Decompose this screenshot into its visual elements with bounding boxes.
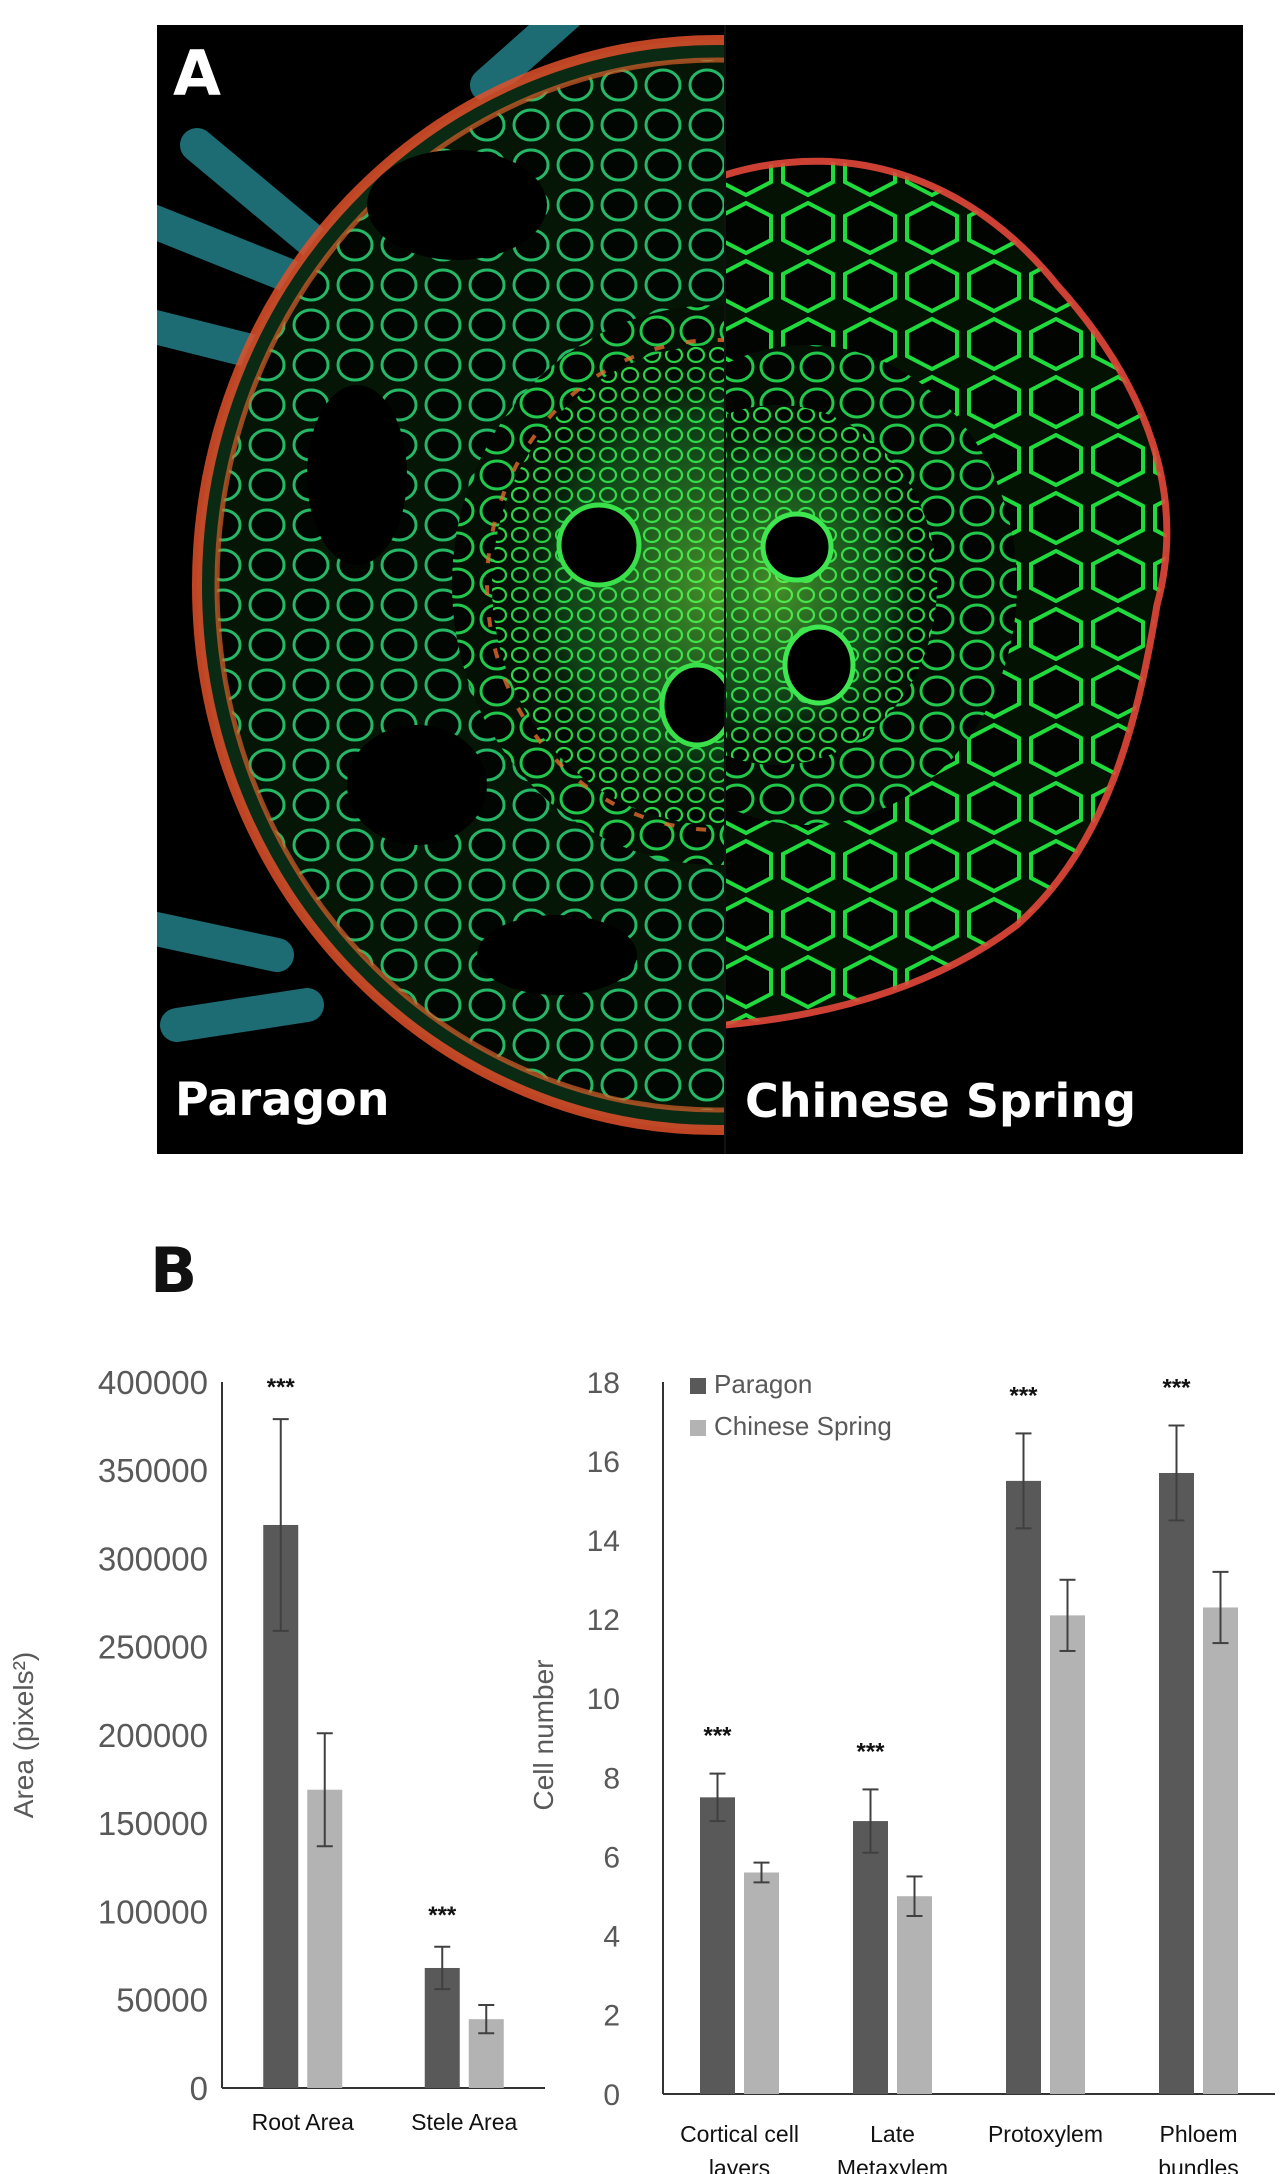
legend-label: Paragon: [714, 1369, 812, 1399]
y-tick-label: 16: [587, 1446, 620, 1479]
significance-marker: ***: [856, 1738, 885, 1765]
category-label: Stele Area: [411, 2109, 517, 2135]
root-cross-section-micrograph: A Paragon Chinese Spring: [157, 25, 1243, 1154]
panel-a-label: A: [173, 37, 221, 110]
y-tick-label: 6: [603, 1841, 620, 1874]
category-label: Phloem: [1160, 2121, 1238, 2147]
y-tick-label: 150000: [98, 1805, 208, 1842]
y-tick-label: 100000: [98, 1893, 208, 1930]
legend-swatch: [690, 1378, 706, 1394]
y-tick-label: 18: [587, 1367, 620, 1400]
bar-paragon: [263, 1524, 299, 2088]
bar-chinese-spring: [897, 1896, 932, 2094]
legend-swatch: [690, 1420, 706, 1436]
y-tick-label: 10: [587, 1683, 620, 1716]
y-tick-label: 300000: [98, 1540, 208, 1577]
significance-marker: ***: [267, 1374, 296, 1401]
y-axis-label: Area (pixels²): [8, 1652, 39, 1818]
y-tick-label: 4: [603, 1921, 620, 1954]
y-tick-label: 350000: [98, 1452, 208, 1489]
chinese-spring-caption: Chinese Spring: [745, 1074, 1136, 1128]
bar-chinese-spring: [744, 1872, 779, 2094]
category-label: Metaxylem: [837, 2155, 948, 2174]
category-label: layers: [709, 2155, 770, 2174]
significance-marker: ***: [1009, 1382, 1038, 1409]
y-tick-label: 200000: [98, 1717, 208, 1754]
y-tick-label: 8: [603, 1762, 620, 1795]
bar-paragon: [700, 1797, 735, 2094]
y-tick-label: 0: [190, 2070, 208, 2107]
category-label: bundles: [1158, 2155, 1239, 2174]
y-tick-label: 0: [603, 2079, 620, 2112]
category-label: Cortical cell: [680, 2121, 799, 2147]
significance-marker: ***: [1162, 1375, 1191, 1402]
bar-chinese-spring: [468, 2019, 504, 2088]
y-axis-label: Cell number: [528, 1660, 559, 1811]
y-tick-label: 250000: [98, 1629, 208, 1666]
significance-marker: ***: [703, 1723, 732, 1750]
category-label: Late: [870, 2121, 915, 2147]
panel-b-label: B: [150, 1234, 198, 1307]
significance-marker: ***: [428, 1902, 457, 1929]
y-tick-label: 2: [603, 2000, 620, 2033]
bar-chinese-spring: [1203, 1607, 1238, 2094]
bar-paragon: [853, 1821, 888, 2094]
category-label: Protoxylem: [988, 2121, 1103, 2147]
category-label: Root Area: [252, 2109, 354, 2135]
y-tick-label: 12: [587, 1604, 620, 1637]
bar-paragon: [1006, 1480, 1041, 2094]
legend-label: Chinese Spring: [714, 1411, 892, 1441]
bar-chinese-spring: [1050, 1615, 1085, 2094]
bar-paragon: [424, 1967, 460, 2088]
bar-chinese-spring: [307, 1789, 343, 2088]
paragon-caption: Paragon: [175, 1072, 390, 1126]
y-tick-label: 50000: [116, 1982, 208, 2019]
y-tick-label: 14: [587, 1525, 620, 1558]
bar-paragon: [1159, 1472, 1194, 2094]
y-tick-label: 400000: [98, 1364, 208, 1401]
